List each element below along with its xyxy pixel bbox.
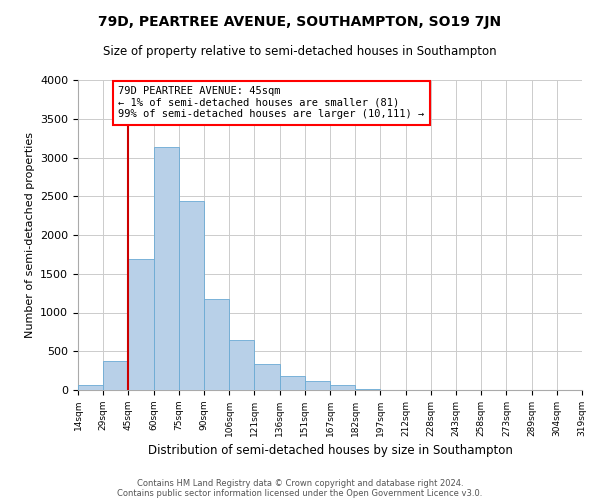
Bar xyxy=(280,376,305,390)
Bar xyxy=(103,361,128,390)
Bar xyxy=(229,340,254,390)
Bar xyxy=(355,389,380,390)
Text: Size of property relative to semi-detached houses in Southampton: Size of property relative to semi-detach… xyxy=(103,45,497,58)
Text: 79D PEARTREE AVENUE: 45sqm
← 1% of semi-detached houses are smaller (81)
99% of : 79D PEARTREE AVENUE: 45sqm ← 1% of semi-… xyxy=(118,86,425,120)
Bar xyxy=(254,364,280,390)
X-axis label: Distribution of semi-detached houses by size in Southampton: Distribution of semi-detached houses by … xyxy=(148,444,512,458)
Bar xyxy=(128,259,154,390)
Bar xyxy=(78,384,103,390)
Bar xyxy=(330,386,355,390)
Text: Contains public sector information licensed under the Open Government Licence v3: Contains public sector information licen… xyxy=(118,488,482,498)
Y-axis label: Number of semi-detached properties: Number of semi-detached properties xyxy=(25,132,35,338)
Text: Contains HM Land Registry data © Crown copyright and database right 2024.: Contains HM Land Registry data © Crown c… xyxy=(137,478,463,488)
Bar xyxy=(154,146,179,390)
Bar xyxy=(179,201,204,390)
Bar xyxy=(305,382,330,390)
Bar xyxy=(204,300,229,390)
Text: 79D, PEARTREE AVENUE, SOUTHAMPTON, SO19 7JN: 79D, PEARTREE AVENUE, SOUTHAMPTON, SO19 … xyxy=(98,15,502,29)
